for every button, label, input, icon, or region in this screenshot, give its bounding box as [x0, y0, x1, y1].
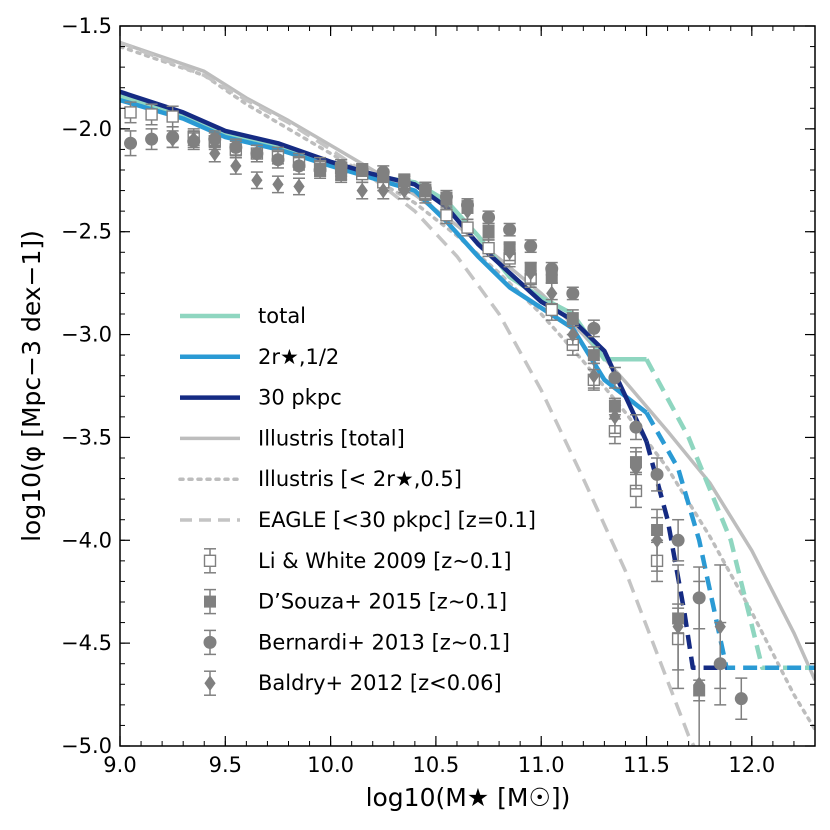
legend-label-30pkpc: 30 pkpc [258, 386, 342, 410]
data-point-baldry-2012 [504, 244, 516, 261]
x-tick-label: 11.5 [623, 753, 670, 777]
data-point-baldry-2012 [546, 285, 558, 302]
data-point-bernardi-2013 [124, 136, 138, 150]
x-tick-label: 11.0 [518, 753, 565, 777]
data-point-baldry-2012 [461, 203, 474, 220]
data-point-baldry-2012 [482, 223, 495, 240]
data-point-baldry-2012 [609, 408, 621, 425]
series-line-2r_half-extrap [644, 411, 815, 671]
y-tick-label: −4.5 [61, 631, 112, 655]
data-point-li-white-2009 [145, 108, 158, 121]
data-point-baldry-2012 [188, 131, 200, 148]
x-tick-label: 12.0 [728, 753, 775, 777]
data-point-baldry-2012 [440, 192, 453, 209]
data-point-bernardi-2013 [503, 223, 517, 237]
data-point-bernardi-2013 [587, 321, 601, 335]
legend: total 2r★,1/2 30 pkpc Illustris [total] Illu… [178, 304, 536, 696]
data-point-bernardi-2013 [271, 153, 285, 167]
data-point-baldry-2012 [209, 145, 221, 162]
data-point-bernardi-2013 [292, 159, 306, 173]
data-point-li-white-2009 [124, 106, 137, 119]
data-point-bernardi-2013 [629, 420, 643, 434]
y-tick-label: −3.0 [61, 323, 112, 347]
legend-marker-baldry-2012 [204, 675, 216, 692]
data-point-baldry-2012 [714, 618, 726, 635]
legend-label-baldry-2012: Baldry+ 2012 [z<0.06] [258, 671, 502, 695]
data-point-baldry-2012 [377, 182, 389, 199]
data-point-li-white-2009 [166, 110, 179, 123]
data-point-baldry-2012 [525, 264, 537, 281]
legend-label-eagle: EAGLE [<30 pkpc] [z=0.1] [258, 508, 536, 532]
y-tick-label: −4.0 [61, 528, 112, 552]
y-tick-label: −3.5 [61, 425, 112, 449]
data-point-li-white-2009 [545, 303, 558, 317]
data-point-baldry-2012 [335, 166, 347, 182]
data-point-baldry-2012 [567, 326, 579, 343]
data-point-bernardi-2013 [671, 533, 685, 547]
legend-label-2r_half: 2r★,1/2 [258, 345, 339, 369]
ticks-layer: 9.0 9.5 10.0 10.5 11.0 11.5 12.0 −1.5 −2.0 −2.5 −3… [61, 14, 816, 777]
data-point-baldry-2012 [419, 182, 431, 199]
data-point-bernardi-2013 [482, 210, 496, 224]
data-point-baldry-2012 [651, 532, 663, 549]
y-axis-title: log10(φ [Mpc−3 dex−1]) [17, 230, 46, 542]
data-point-bernardi-2013 [376, 165, 390, 179]
plot-frame [119, 25, 816, 747]
data-point-baldry-2012 [230, 158, 242, 174]
data-point-baldry-2012 [251, 172, 263, 189]
series-line-illustris-total [120, 40, 815, 681]
legend-marker-bernardi-2013 [203, 635, 217, 649]
legend-label-li-white-2009: Li & White 2009 [z∼0.1] [258, 549, 512, 573]
data-point-bernardi-2013 [145, 132, 159, 146]
data-point-baldry-2012 [672, 618, 684, 635]
legend-label-illustris-total: Illustris [total] [258, 426, 405, 450]
data-point-bernardi-2013 [250, 147, 264, 161]
legend-label-total: total [258, 304, 306, 328]
series-line-eagle [120, 40, 696, 746]
data-point-bernardi-2013 [566, 286, 580, 300]
observations-layer [124, 101, 748, 746]
y-tick-label: −2.5 [61, 220, 112, 244]
x-tick-label: 10.5 [413, 753, 460, 777]
data-point-bernardi-2013 [650, 467, 664, 481]
data-point-baldry-2012 [398, 182, 410, 199]
series-line-total-extrap [644, 358, 815, 671]
x-tick-label: 9.5 [209, 753, 242, 777]
y-tick-label: −1.5 [61, 14, 112, 38]
data-point-li-white-2009 [440, 209, 453, 222]
series-line-30pkpc-extrap [644, 440, 727, 671]
data-point-li-white-2009 [482, 241, 495, 255]
legend-label-dsouza-2015: D’Souza+ 2015 [z∼0.1] [258, 590, 507, 614]
data-point-bernardi-2013 [734, 692, 748, 706]
legend-label-bernardi-2013: Bernardi+ 2013 [z∼0.1] [258, 630, 510, 654]
data-point-baldry-2012 [167, 131, 179, 148]
data-point-bernardi-2013 [208, 132, 222, 146]
y-tick-label: −5.0 [61, 734, 112, 758]
data-point-baldry-2012 [293, 178, 305, 195]
y-tick-label: −2.0 [61, 117, 112, 141]
data-point-baldry-2012 [693, 676, 705, 693]
x-axis-title: log10(M★ [M☉]) [366, 783, 571, 812]
data-point-bernardi-2013 [608, 371, 622, 385]
data-point-dsouza-2015 [587, 349, 600, 362]
legend-marker-li-white-2009 [203, 554, 217, 567]
data-point-bernardi-2013 [545, 262, 559, 276]
x-tick-label: 10.0 [307, 753, 354, 777]
legend-label-illustris-2r: Illustris [< 2r★,0.5] [258, 467, 462, 491]
data-point-baldry-2012 [630, 460, 642, 477]
x-tick-label: 9.0 [103, 753, 136, 777]
data-point-bernardi-2013 [229, 140, 243, 154]
data-point-dsouza-2015 [566, 312, 579, 325]
data-point-li-white-2009 [461, 221, 474, 234]
data-point-bernardi-2013 [524, 239, 538, 253]
data-point-bernardi-2013 [355, 163, 369, 177]
series-layer [120, 40, 815, 746]
data-point-baldry-2012 [588, 367, 600, 384]
legend-marker-dsouza-2015 [204, 595, 216, 608]
data-point-baldry-2012 [272, 176, 284, 193]
data-point-baldry-2012 [356, 182, 368, 199]
data-point-baldry-2012 [314, 162, 326, 178]
series-line-illustris-2r [120, 44, 815, 732]
